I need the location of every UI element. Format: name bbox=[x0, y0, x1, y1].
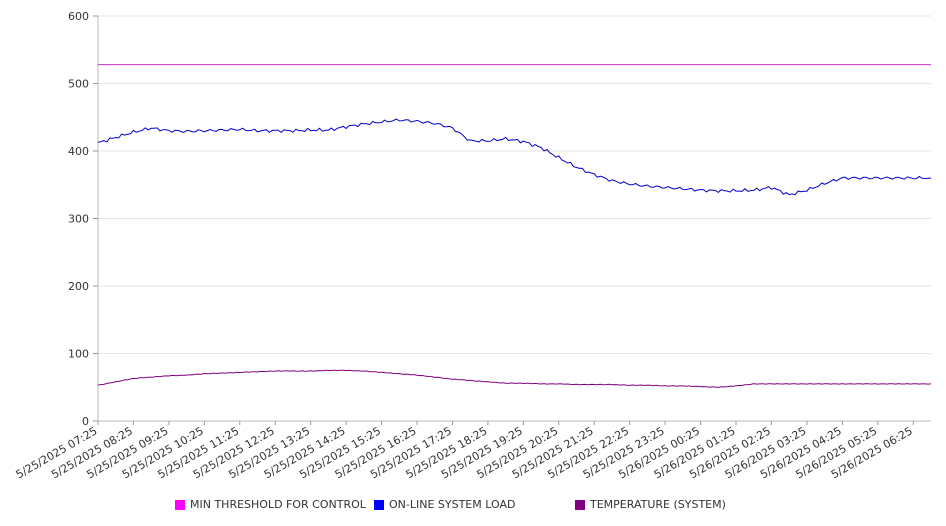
y-tick-label: 200 bbox=[68, 280, 89, 293]
y-axis-ticks: 0 100 200 300 400 500 600 bbox=[68, 10, 98, 428]
y-tick-label: 0 bbox=[82, 415, 89, 428]
grid-lines bbox=[98, 15, 931, 354]
legend-item: ON-LINE SYSTEM LOAD bbox=[374, 498, 515, 511]
legend-item: MIN THRESHOLD FOR CONTROL bbox=[175, 498, 366, 511]
legend-label: MIN THRESHOLD FOR CONTROL bbox=[190, 498, 366, 511]
legend: MIN THRESHOLD FOR CONTROL ON-LINE SYSTEM … bbox=[0, 498, 946, 514]
legend-label: ON-LINE SYSTEM LOAD bbox=[389, 498, 516, 511]
y-tick-label: 100 bbox=[68, 348, 89, 361]
y-tick-label: 400 bbox=[68, 145, 89, 158]
series-lines bbox=[97, 64, 932, 388]
y-tick-label: 600 bbox=[68, 10, 89, 23]
series-line-2 bbox=[97, 118, 932, 196]
legend-swatch bbox=[374, 499, 384, 510]
legend-swatch bbox=[175, 499, 185, 510]
y-tick-label: 500 bbox=[68, 78, 89, 91]
legend-swatch bbox=[575, 499, 585, 510]
x-axis-ticks: 5/25/2025 07:255/25/2025 08:255/25/2025 … bbox=[14, 421, 915, 481]
legend-label: TEMPERATURE (SYSTEM) bbox=[590, 498, 726, 511]
series-line-3 bbox=[97, 369, 932, 388]
legend-item: TEMPERATURE (SYSTEM) bbox=[575, 498, 726, 511]
y-tick-label: 300 bbox=[68, 213, 89, 226]
